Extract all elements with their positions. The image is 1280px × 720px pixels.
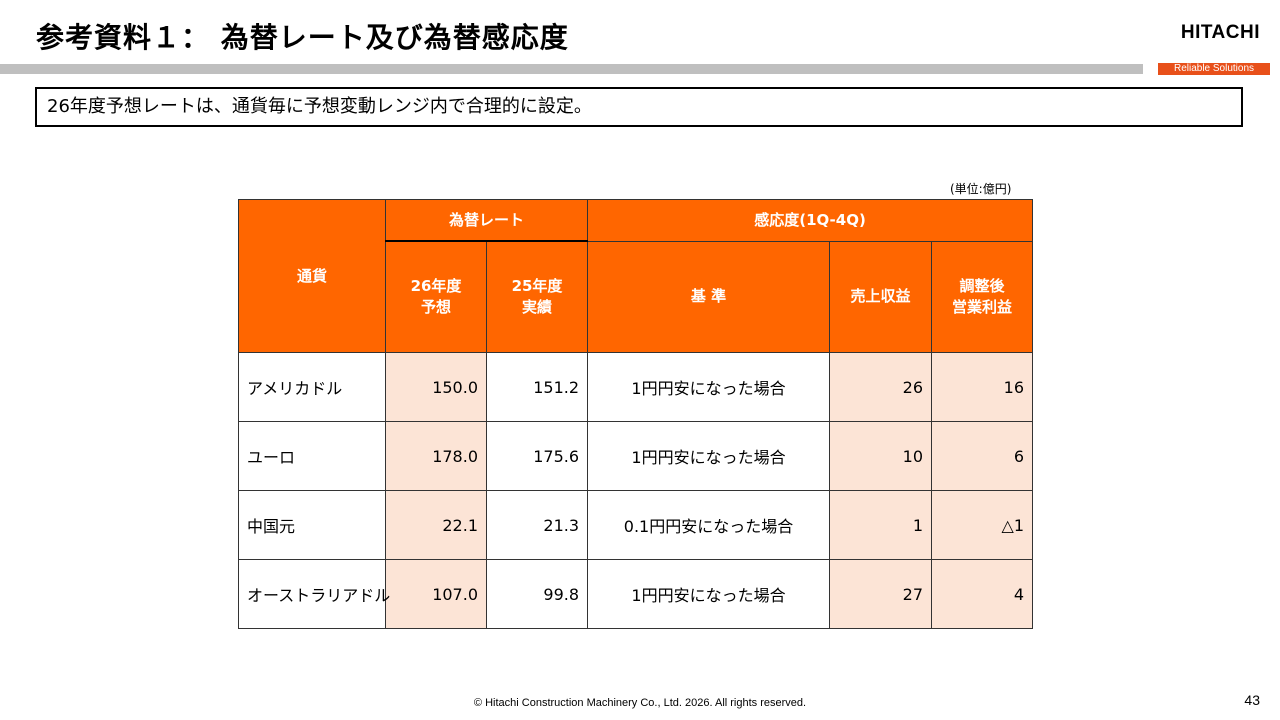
- cell-currency: 中国元: [238, 490, 386, 560]
- cell-revenue: 26: [829, 352, 933, 422]
- header-fy26-forecast: 26年度 予想: [385, 240, 487, 353]
- tagline-badge: Reliable Solutions: [1158, 63, 1270, 75]
- header-adj-line1: 調整後: [959, 276, 1005, 295]
- cell-currency: ユーロ: [238, 421, 386, 491]
- cell-basis: 1円円安になった場合: [587, 352, 831, 422]
- cell-op-income: 4: [931, 559, 1034, 629]
- table-row: オーストラリアドル 107.0 99.8 1円円安になった場合 27 4: [238, 559, 1034, 629]
- header-row-group: 通貨 為替レート 感応度(1Q-4Q): [238, 199, 1034, 353]
- cell-revenue: 10: [829, 421, 933, 491]
- header-row-sub: 26年度 予想 25年度 実績 基 準 売上収益 調整後 営業利益: [239, 240, 1034, 353]
- cell-revenue: 27: [829, 559, 933, 629]
- table-row: ユーロ 178.0 175.6 1円円安になった場合 10 6: [238, 421, 1034, 491]
- cell-basis: 1円円安になった場合: [587, 559, 831, 629]
- fx-sensitivity-table: 通貨 為替レート 感応度(1Q-4Q) 26年度 予想 25年度 実績 基 準 …: [238, 199, 1034, 629]
- header-basis: 基 準: [587, 240, 831, 353]
- header-currency: 通貨: [238, 199, 386, 353]
- cell-fy25-rate: 99.8: [485, 559, 589, 629]
- header-fy25-line2: 実績: [522, 298, 553, 316]
- cell-fy26-rate: 22.1: [385, 490, 487, 560]
- cell-op-income: 16: [931, 352, 1034, 422]
- cell-fy26-rate: 150.0: [385, 352, 487, 422]
- cell-basis: 1円円安になった場合: [587, 421, 831, 491]
- cell-basis: 0.1円円安になった場合: [587, 490, 831, 560]
- cell-fy25-rate: 21.3: [485, 490, 589, 560]
- page-title: 参考資料１： 為替レート及び為替感応度: [36, 21, 569, 54]
- cell-op-income: △1: [931, 490, 1034, 560]
- unit-label: (単位:億円): [950, 182, 1012, 196]
- header-adjusted-op-income: 調整後 営業利益: [931, 240, 1034, 353]
- header-sensitivity: 感応度(1Q-4Q): [587, 199, 1034, 242]
- header-fx-rate: 為替レート: [384, 199, 589, 242]
- table-row: アメリカドル 150.0 151.2 1円円安になった場合 26 16: [238, 352, 1034, 422]
- cell-fy26-rate: 178.0: [385, 421, 487, 491]
- cell-revenue: 1: [829, 490, 933, 560]
- header-fy26-line2: 予想: [420, 298, 451, 316]
- hitachi-logo: HITACHI: [1180, 22, 1260, 43]
- cell-currency: アメリカドル: [238, 352, 386, 422]
- page-number: 43: [1244, 692, 1260, 708]
- title-divider-bar: [0, 64, 1143, 74]
- header-fy26-line1: 26年度: [410, 277, 462, 295]
- header-adj-line2: 営業利益: [952, 297, 1013, 316]
- summary-box: 26年度予想レートは、通貨毎に予想変動レンジ内で合理的に設定。: [35, 87, 1243, 127]
- table-row: 中国元 22.1 21.3 0.1円円安になった場合 1 △1: [238, 490, 1034, 560]
- cell-currency: オーストラリアドル: [238, 559, 390, 629]
- header-revenue: 売上収益: [829, 240, 933, 353]
- copyright-footer: © Hitachi Construction Machinery Co., Lt…: [473, 697, 807, 709]
- cell-fy26-rate: 107.0: [385, 559, 487, 629]
- header-fy25-line1: 25年度: [511, 277, 563, 295]
- cell-fy25-rate: 175.6: [485, 421, 589, 491]
- cell-op-income: 6: [931, 421, 1034, 491]
- cell-fy25-rate: 151.2: [485, 352, 589, 422]
- header-fy25-actual: 25年度 実績: [485, 240, 589, 353]
